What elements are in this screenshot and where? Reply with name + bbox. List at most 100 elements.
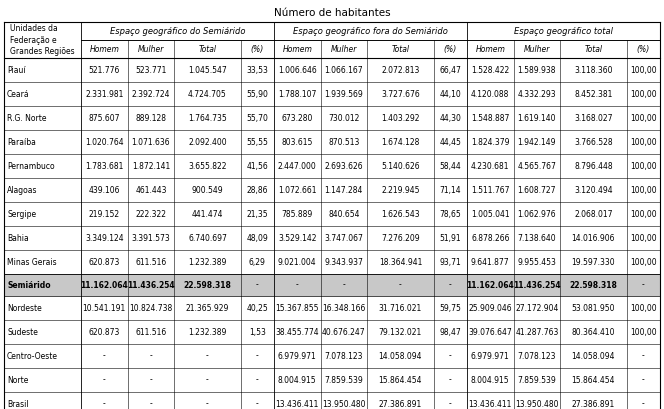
Text: 40,25: 40,25	[246, 303, 268, 312]
Text: -: -	[149, 400, 152, 409]
Text: 1.403.292: 1.403.292	[381, 114, 420, 123]
Text: 2.392.724: 2.392.724	[131, 90, 170, 99]
Text: 11.436.254: 11.436.254	[127, 281, 175, 290]
Text: Sergipe: Sergipe	[7, 209, 36, 218]
Text: 100,00: 100,00	[630, 303, 657, 312]
Text: 3.655.822: 3.655.822	[188, 162, 226, 171]
Text: 100,00: 100,00	[630, 186, 657, 195]
Text: 44,30: 44,30	[440, 114, 461, 123]
Text: 71,14: 71,14	[440, 186, 461, 195]
Text: Espaço geográfico total: Espaço geográfico total	[514, 27, 613, 36]
Text: -: -	[256, 351, 259, 360]
Text: Norte: Norte	[7, 375, 29, 384]
Text: 15.864.454: 15.864.454	[378, 375, 422, 384]
Text: 2.072.813: 2.072.813	[381, 65, 420, 74]
Text: 6.979.971: 6.979.971	[278, 351, 317, 360]
Text: 1.147.284: 1.147.284	[325, 186, 363, 195]
Text: 14.058.094: 14.058.094	[572, 351, 616, 360]
Text: 730.012: 730.012	[328, 114, 360, 123]
Text: 2.092.400: 2.092.400	[188, 137, 227, 146]
Text: -: -	[256, 281, 259, 290]
Text: 59,75: 59,75	[440, 303, 461, 312]
Text: R.G. Norte: R.G. Norte	[7, 114, 46, 123]
Text: 441.474: 441.474	[192, 209, 223, 218]
Text: Pernambuco: Pernambuco	[7, 162, 54, 171]
Text: 14.016.906: 14.016.906	[572, 234, 616, 243]
Text: 521.776: 521.776	[88, 65, 120, 74]
Text: Mulher: Mulher	[137, 45, 164, 54]
Text: Bahia: Bahia	[7, 234, 29, 243]
Text: 55,55: 55,55	[246, 137, 268, 146]
Text: 1.824.379: 1.824.379	[471, 137, 509, 146]
Text: 3.349.124: 3.349.124	[85, 234, 124, 243]
Text: 2.219.945: 2.219.945	[381, 186, 420, 195]
Text: 38.455.774: 38.455.774	[276, 328, 319, 337]
Text: 2.068.017: 2.068.017	[574, 209, 613, 218]
Text: 620.873: 620.873	[88, 258, 120, 267]
Text: 3.529.142: 3.529.142	[278, 234, 317, 243]
Text: 1,53: 1,53	[249, 328, 266, 337]
Text: 1.020.764: 1.020.764	[85, 137, 124, 146]
Text: 611.516: 611.516	[135, 328, 167, 337]
Text: 870.513: 870.513	[328, 137, 360, 146]
Text: -: -	[206, 375, 208, 384]
Text: 9.955.453: 9.955.453	[517, 258, 556, 267]
Text: 3.747.067: 3.747.067	[325, 234, 363, 243]
Text: 803.615: 803.615	[282, 137, 313, 146]
Text: 1.528.422: 1.528.422	[471, 65, 509, 74]
Text: 100,00: 100,00	[630, 209, 657, 218]
Text: 7.859.539: 7.859.539	[325, 375, 363, 384]
Text: -: -	[256, 375, 259, 384]
Text: 53.081.950: 53.081.950	[572, 303, 616, 312]
Text: 3.168.027: 3.168.027	[574, 114, 613, 123]
Text: 5.140.626: 5.140.626	[381, 162, 420, 171]
Text: 19.597.330: 19.597.330	[572, 258, 616, 267]
Text: 620.873: 620.873	[88, 328, 120, 337]
Text: 1.066.167: 1.066.167	[325, 65, 363, 74]
Text: 1.674.128: 1.674.128	[381, 137, 420, 146]
Text: Centro-Oeste: Centro-Oeste	[7, 351, 58, 360]
Text: 100,00: 100,00	[630, 114, 657, 123]
Text: 439.106: 439.106	[88, 186, 120, 195]
Text: 15.864.454: 15.864.454	[572, 375, 616, 384]
Text: 6.878.266: 6.878.266	[471, 234, 509, 243]
Text: -: -	[642, 400, 645, 409]
Text: 1.939.569: 1.939.569	[325, 90, 363, 99]
Text: 33,53: 33,53	[246, 65, 268, 74]
Text: 1.045.547: 1.045.547	[188, 65, 227, 74]
Text: 7.078.123: 7.078.123	[518, 351, 556, 360]
Text: -: -	[642, 375, 645, 384]
Text: 21,35: 21,35	[246, 209, 268, 218]
Text: (%): (%)	[251, 45, 264, 54]
Text: 27.172.904: 27.172.904	[515, 303, 558, 312]
Text: -: -	[256, 400, 259, 409]
Text: 1.232.389: 1.232.389	[189, 328, 226, 337]
Text: 1.619.140: 1.619.140	[518, 114, 556, 123]
Bar	[4, 274, 660, 296]
Text: 6.740.697: 6.740.697	[188, 234, 227, 243]
Text: 2.693.626: 2.693.626	[325, 162, 363, 171]
Text: 1.232.389: 1.232.389	[189, 258, 226, 267]
Text: 1.608.727: 1.608.727	[518, 186, 556, 195]
Text: 4.230.681: 4.230.681	[471, 162, 509, 171]
Text: -: -	[399, 281, 402, 290]
Text: -: -	[343, 281, 345, 290]
Text: 4.120.088: 4.120.088	[471, 90, 509, 99]
Text: 1.511.767: 1.511.767	[471, 186, 509, 195]
Text: 673.280: 673.280	[282, 114, 313, 123]
Text: 523.771: 523.771	[135, 65, 167, 74]
Text: 98,47: 98,47	[440, 328, 461, 337]
Text: Minas Gerais: Minas Gerais	[7, 258, 56, 267]
Text: 22.598.318: 22.598.318	[183, 281, 231, 290]
Text: Semiárido: Semiárido	[7, 281, 50, 290]
Text: 58,44: 58,44	[440, 162, 461, 171]
Text: 3.118.360: 3.118.360	[574, 65, 613, 74]
Text: 840.654: 840.654	[328, 209, 360, 218]
Text: 1.006.646: 1.006.646	[278, 65, 317, 74]
Text: 4.565.767: 4.565.767	[517, 162, 556, 171]
Text: Paraíba: Paraíba	[7, 137, 36, 146]
Text: Alagoas: Alagoas	[7, 186, 37, 195]
Text: 889.128: 889.128	[135, 114, 167, 123]
Text: 4.724.705: 4.724.705	[188, 90, 227, 99]
Text: 40.676.247: 40.676.247	[322, 328, 366, 337]
